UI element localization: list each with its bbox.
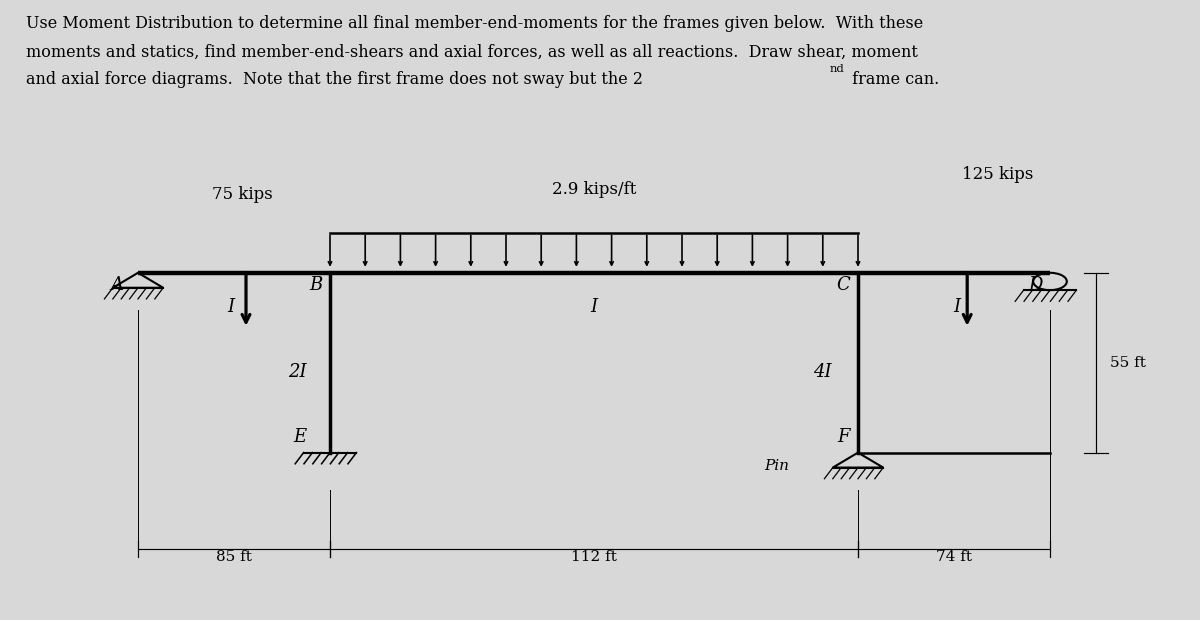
Text: 75 kips: 75 kips bbox=[212, 187, 272, 203]
Text: I: I bbox=[590, 298, 598, 316]
Text: I: I bbox=[227, 298, 234, 316]
Text: Use Moment Distribution to determine all final member-end-moments for the frames: Use Moment Distribution to determine all… bbox=[26, 16, 924, 32]
Text: moments and statics, find member-end-shears and axial forces, as well as all rea: moments and statics, find member-end-she… bbox=[26, 43, 918, 60]
Text: nd: nd bbox=[830, 64, 845, 74]
Text: D: D bbox=[1028, 276, 1043, 294]
Text: 112 ft: 112 ft bbox=[571, 550, 617, 564]
Text: 2.9 kips/ft: 2.9 kips/ft bbox=[552, 182, 636, 198]
Text: F: F bbox=[838, 428, 850, 446]
Text: Pin: Pin bbox=[764, 459, 790, 473]
Text: I: I bbox=[953, 298, 960, 316]
Text: and axial force diagrams.  Note that the first frame does not sway but the 2: and axial force diagrams. Note that the … bbox=[26, 71, 643, 88]
Text: C: C bbox=[836, 276, 851, 294]
Text: 55 ft: 55 ft bbox=[1110, 356, 1146, 370]
Text: E: E bbox=[294, 428, 306, 446]
Text: A: A bbox=[110, 276, 122, 294]
Text: 2I: 2I bbox=[288, 363, 307, 381]
Text: 74 ft: 74 ft bbox=[936, 550, 972, 564]
Text: frame can.: frame can. bbox=[847, 71, 940, 88]
Text: 125 kips: 125 kips bbox=[961, 166, 1033, 183]
Text: B: B bbox=[308, 276, 323, 294]
Text: 85 ft: 85 ft bbox=[216, 550, 252, 564]
Text: 4I: 4I bbox=[812, 363, 832, 381]
